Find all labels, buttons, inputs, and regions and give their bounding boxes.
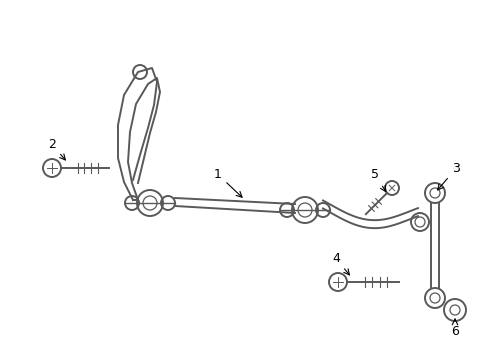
Text: 4: 4 bbox=[332, 252, 349, 275]
Text: 5: 5 bbox=[371, 168, 386, 192]
Text: 3: 3 bbox=[438, 162, 460, 190]
Text: 2: 2 bbox=[48, 138, 65, 160]
Text: 6: 6 bbox=[451, 319, 459, 338]
Text: 1: 1 bbox=[214, 168, 242, 197]
